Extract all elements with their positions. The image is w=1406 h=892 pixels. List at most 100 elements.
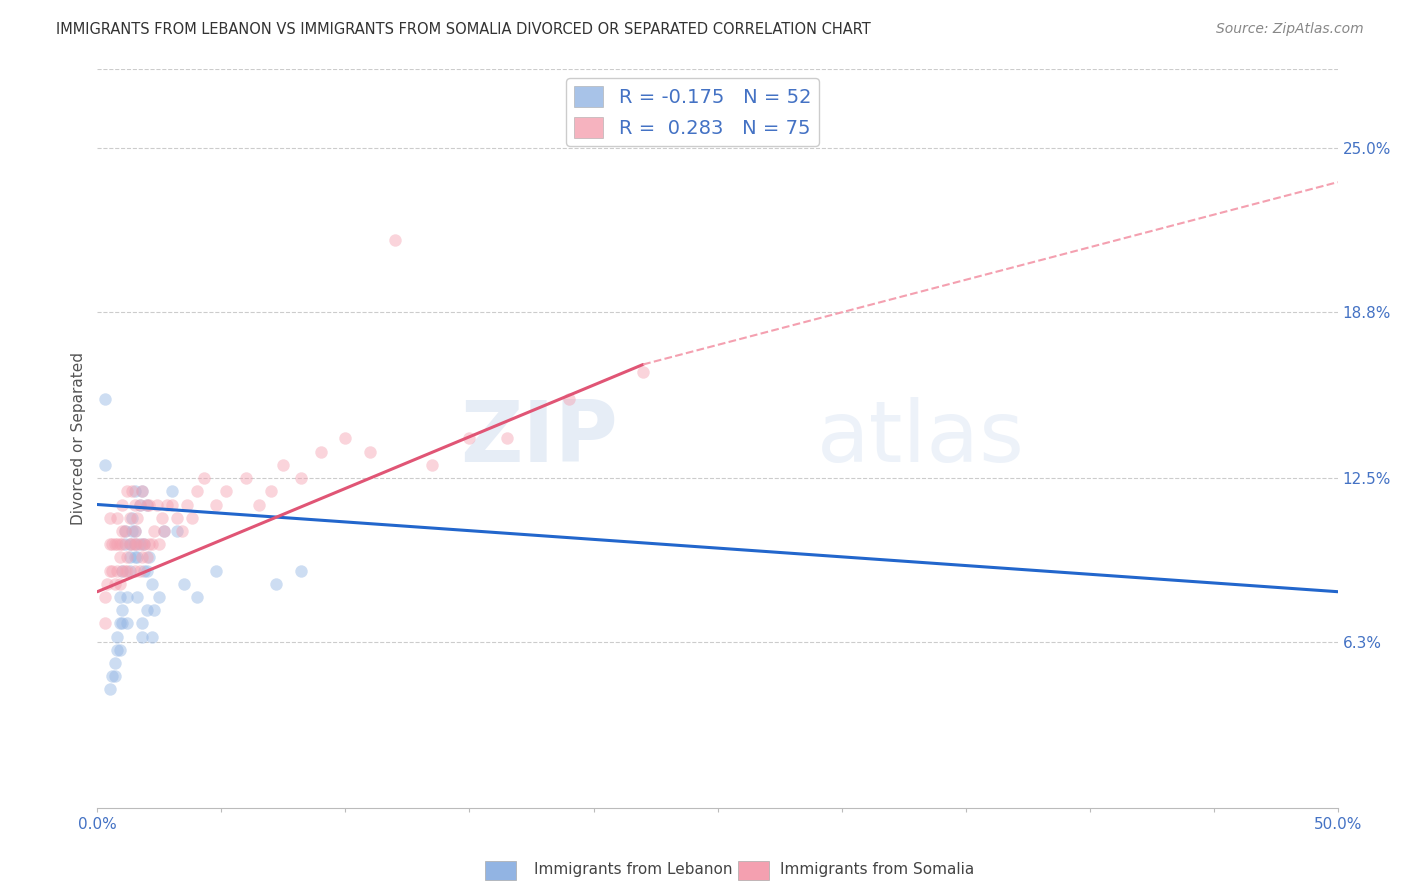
Point [138,550,160,565]
Point [101,537,124,551]
Point [124,524,146,538]
Point [105,630,128,644]
Point [260,484,283,499]
Point [118,550,141,565]
Point [136,498,159,512]
Point [94,590,117,604]
Point [176,498,198,512]
Point [150,510,173,524]
Point [98,537,121,551]
Point [124,524,146,538]
Point [359,444,381,458]
Point [131,537,153,551]
Point [111,616,134,631]
Point [166,510,188,524]
Point [111,498,134,512]
Text: ZIP: ZIP [461,397,619,480]
Point [115,564,138,578]
Point [143,524,166,538]
Point [170,524,193,538]
Point [141,576,163,591]
Point [105,537,128,551]
Point [115,616,138,631]
Point [146,498,169,512]
Point [108,537,131,551]
Point [205,564,228,578]
Point [131,616,153,631]
Point [118,537,141,551]
Point [153,524,176,538]
Point [124,564,146,578]
Point [134,537,156,551]
Point [108,550,131,565]
Point [186,484,208,499]
Point [156,498,179,512]
Point [125,550,148,565]
Point [290,564,312,578]
Point [101,564,124,578]
Point [118,564,141,578]
Point [101,669,124,683]
Point [128,537,150,551]
Point [108,616,131,631]
Point [131,550,153,565]
Point [131,630,153,644]
Point [180,510,202,524]
Point [136,550,159,565]
Point [138,537,160,551]
Point [104,576,127,591]
Point [160,484,183,499]
Point [124,537,146,551]
Point [335,432,357,446]
Point [108,576,131,591]
Point [247,498,270,512]
Point [108,590,131,604]
Point [235,471,257,485]
Point [125,510,148,524]
Point [104,537,127,551]
Point [141,630,163,644]
Point [121,524,143,538]
Point [458,432,481,446]
Text: Immigrants from Somalia: Immigrants from Somalia [780,863,974,877]
Point [128,498,150,512]
Point [98,682,121,697]
Point [309,444,332,458]
Point [115,484,138,499]
Point [148,590,170,604]
Point [108,643,131,657]
Point [111,603,134,617]
Point [115,590,138,604]
Point [124,484,146,499]
Point [96,576,118,591]
Point [495,432,517,446]
Point [104,669,127,683]
Point [128,564,150,578]
Point [290,471,312,485]
Point [186,590,208,604]
Point [94,392,117,406]
Point [136,603,159,617]
Point [631,365,654,379]
Point [114,524,136,538]
Point [105,564,128,578]
Point [131,484,153,499]
Point [148,537,170,551]
Point [114,524,136,538]
Point [205,498,228,512]
Point [114,564,136,578]
Point [105,643,128,657]
Point [173,576,195,591]
Point [124,537,146,551]
Point [121,510,143,524]
Point [384,233,406,247]
Point [104,656,127,670]
Point [136,498,159,512]
Text: Source: ZipAtlas.com: Source: ZipAtlas.com [1216,22,1364,37]
Point [111,564,134,578]
Point [125,537,148,551]
Text: Immigrants from Lebanon: Immigrants from Lebanon [534,863,733,877]
Point [153,524,176,538]
Point [420,458,443,472]
Point [557,392,579,406]
